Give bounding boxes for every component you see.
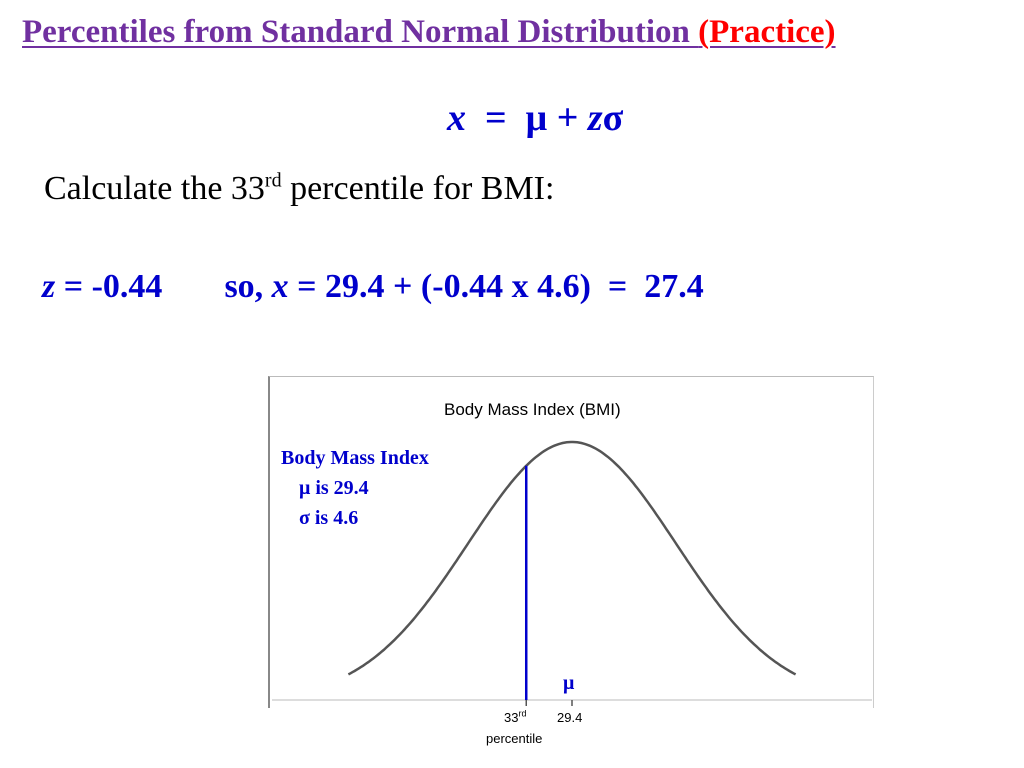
slide-title: Percentiles from Standard Normal Distrib… — [22, 14, 836, 51]
question-after: percentile for BMI: — [281, 170, 555, 207]
legend-sigma: σ is 4.6 — [299, 507, 359, 529]
figure-frame — [268, 376, 874, 708]
tick-percentile-label: 33rd — [504, 708, 527, 725]
question-sup: rd — [264, 169, 282, 192]
formula-mu: μ + — [525, 97, 588, 139]
formula-sigma: σ — [602, 97, 624, 139]
formula-eq: = — [466, 97, 526, 139]
bell-curve — [347, 440, 797, 676]
tick-percentile-sup: rd — [518, 708, 527, 719]
formula: x = μ + zσ — [447, 96, 623, 140]
mu-symbol-label: μ — [563, 672, 575, 694]
question-before: Calculate the 33 — [44, 170, 265, 207]
formula-x: x — [447, 97, 466, 139]
answer-x-var: x — [271, 268, 289, 305]
question-text: Calculate the 33rd percentile for BMI: — [44, 170, 554, 208]
answer-z-value: = -0.44 — [55, 268, 163, 305]
title-practice: (Practice) — [698, 14, 836, 50]
figure-legend: Body Mass Index μ is 29.4 σ is 4.6 — [281, 443, 429, 533]
answer-line: z = -0.44 so, x = 29.4 + (-0.44 x 4.6) = … — [42, 268, 704, 306]
tick-percentile-number: 33 — [504, 710, 519, 725]
tick-percentile-word: percentile — [486, 731, 543, 746]
answer-so: so, — [224, 268, 272, 305]
title-main: Percentiles from Standard Normal Distrib… — [22, 14, 699, 50]
tick-mean-label: 29.4 — [557, 710, 583, 725]
legend-mu: μ is 29.4 — [299, 477, 369, 499]
answer-z-var: z — [42, 268, 56, 305]
answer-calc: = 29.4 + (-0.44 x 4.6) = 27.4 — [288, 268, 704, 305]
formula-z: z — [587, 97, 603, 139]
legend-heading: Body Mass Index — [281, 447, 429, 469]
figure-title: Body Mass Index (BMI) — [444, 400, 621, 419]
